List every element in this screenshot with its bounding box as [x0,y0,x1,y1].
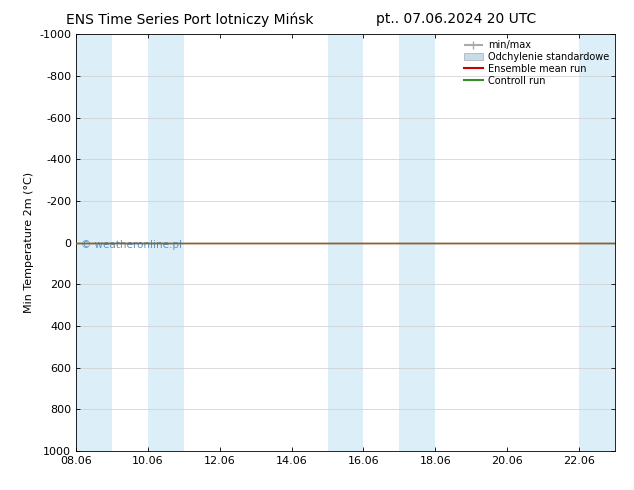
Y-axis label: Min Temperature 2m (°C): Min Temperature 2m (°C) [23,172,34,313]
Bar [328,34,363,451]
Bar [148,34,184,451]
Legend: min/max, Odchylenie standardowe, Ensemble mean run, Controll run: min/max, Odchylenie standardowe, Ensembl… [460,36,613,90]
Text: ENS Time Series Port lotniczy Mińsk: ENS Time Series Port lotniczy Mińsk [67,12,314,27]
Bar [579,34,615,451]
Bar [399,34,436,451]
Bar [76,34,112,451]
Text: pt.. 07.06.2024 20 UTC: pt.. 07.06.2024 20 UTC [377,12,536,26]
Text: © weatheronline.pl: © weatheronline.pl [81,241,183,250]
